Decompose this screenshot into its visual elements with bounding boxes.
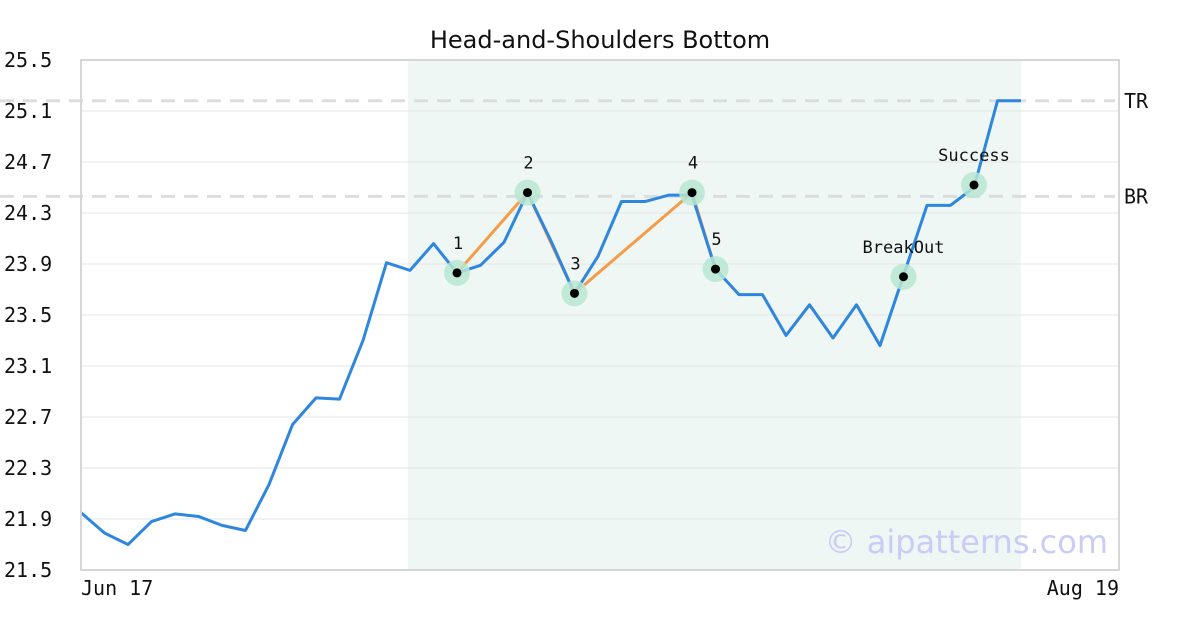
pattern-point-2-dot [523, 188, 532, 198]
y-tick-label: 21.5 [4, 558, 52, 582]
level-label-tr: TR [1124, 89, 1149, 113]
success-label: Success [938, 146, 1010, 166]
pattern-point-3-dot [570, 288, 579, 298]
plot-frame [80, 59, 1120, 571]
y-tick-label: 24.7 [4, 150, 52, 174]
pattern-point-label-2: 2 [523, 154, 533, 174]
y-tick-label: 22.7 [4, 405, 52, 429]
y-tick-label: 21.9 [4, 507, 52, 531]
y-tick-label: 23.1 [4, 354, 52, 378]
y-tick-label: 25.1 [4, 99, 52, 123]
y-tick-label: 25.5 [4, 48, 52, 72]
chart-title: Head-and-Shoulders Bottom [430, 26, 770, 54]
level-label-br: BR [1124, 184, 1149, 208]
pattern-point-label-4: 4 [688, 154, 698, 174]
y-tick-label: 23.9 [4, 252, 52, 276]
pattern-point-1-dot [452, 268, 462, 278]
y-tick-label: 23.5 [4, 303, 52, 327]
pattern-point-label-1: 1 [453, 234, 463, 254]
pattern-point-label-3: 3 [570, 254, 580, 274]
x-tick-label-end: Aug 19 [1047, 576, 1119, 600]
breakout-point-dot [899, 272, 908, 282]
x-tick-label-start: Jun 17 [81, 576, 153, 600]
pattern-point-4-dot [687, 188, 697, 198]
breakout-label: BreakOut [863, 238, 945, 258]
price-series-line [80, 99, 1021, 546]
success-point-dot [969, 180, 979, 190]
y-tick-label: 24.3 [4, 201, 52, 225]
watermark: © aipatterns.com [825, 523, 1108, 561]
pattern-point-5-dot [711, 264, 720, 274]
pattern-point-label-5: 5 [711, 230, 721, 250]
y-tick-label: 22.3 [4, 456, 52, 480]
